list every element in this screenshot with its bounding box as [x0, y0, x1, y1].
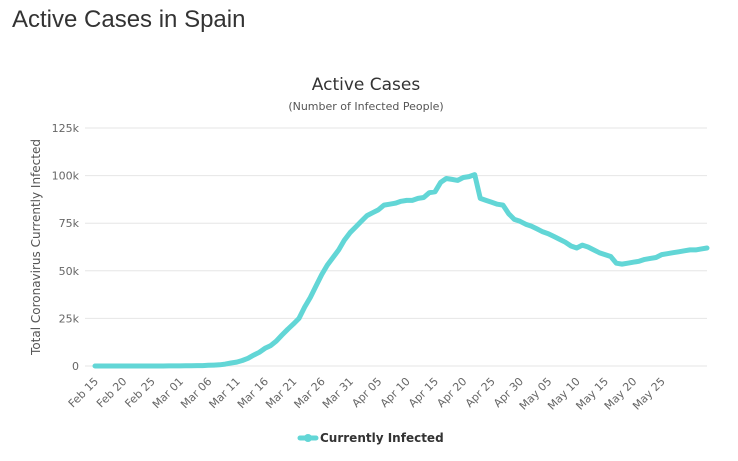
x-tick-label: Apr 10 [378, 375, 413, 410]
y-tick-label: 25k [59, 312, 80, 325]
x-tick-label: Mar 31 [320, 375, 356, 411]
x-tick-label: Apr 05 [349, 375, 384, 410]
page-title: Active Cases in Spain [12, 6, 246, 33]
x-tick-label: Apr 25 [463, 375, 498, 410]
legend-marker [304, 434, 312, 442]
x-tick-label: Feb 15 [66, 375, 101, 410]
x-tick-label: Apr 15 [406, 375, 441, 410]
y-tick-label: 100k [52, 170, 80, 183]
chart-subtitle: (Number of Infected People) [288, 100, 443, 113]
x-tick-label: Feb 20 [94, 375, 129, 410]
y-tick-label: 75k [59, 217, 80, 230]
legend-label: Currently Infected [320, 431, 444, 445]
chart-title: Active Cases [312, 75, 421, 95]
x-tick-label: Apr 20 [434, 375, 469, 410]
y-tick-label: 0 [72, 360, 79, 373]
y-tick-label: 50k [59, 265, 80, 278]
line-series [92, 172, 710, 369]
y-axis-label: Total Coronavirus Currently Infected [29, 139, 43, 356]
y-tick-label: 125k [52, 122, 80, 135]
